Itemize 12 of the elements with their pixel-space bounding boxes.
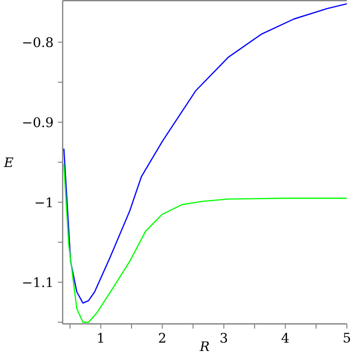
x-tick-label: 1 xyxy=(98,332,104,343)
x-tick-label: 4 xyxy=(282,332,289,343)
x-tick-label: 2 xyxy=(159,332,166,343)
x-tick-label: 5 xyxy=(344,332,350,343)
x-tick-label: 3 xyxy=(220,332,228,343)
y-axis-title: E xyxy=(4,157,14,168)
x-axis-title: R xyxy=(200,341,210,352)
y-tick-label: −1 xyxy=(36,197,52,208)
line-series xyxy=(63,3,348,304)
y-tick-label: −1.1 xyxy=(23,277,52,288)
y-tick-label: −0.8 xyxy=(23,37,53,48)
y-tick-label: −0.9 xyxy=(23,117,53,128)
